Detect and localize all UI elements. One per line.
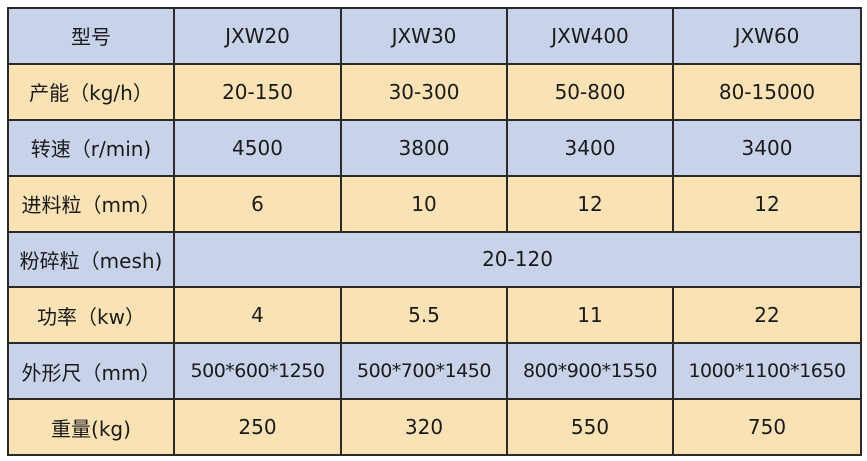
table-row-speed: 转速（r/min) 4500 3800 3400 3400: [7, 118, 862, 177]
cell: 750: [672, 398, 862, 456]
cell: 250: [173, 398, 342, 456]
cell: JXW60: [672, 7, 862, 65]
table-row-output-size: 粉碎粒（mesh) 20-120: [7, 230, 862, 289]
cell: 22: [672, 286, 862, 345]
cell: 4: [173, 286, 342, 345]
merged-cell: 20-120: [173, 230, 862, 289]
cell: 12: [672, 174, 862, 233]
row-label: 粉碎粒（mesh): [7, 230, 175, 289]
cell: 80-15000: [672, 62, 862, 121]
row-label: 转速（r/min): [7, 118, 175, 177]
table-row-model: 型号 JXW20 JXW30 JXW400 JXW60: [7, 7, 862, 65]
row-label: 外形尺（mm）: [7, 342, 175, 401]
cell: 3400: [672, 118, 862, 177]
table-row-power: 功率（kw） 4 5.5 11 22: [7, 286, 862, 345]
cell: 30-300: [340, 62, 508, 121]
cell: 500*600*1250: [173, 342, 342, 401]
cell: 3400: [506, 118, 674, 177]
row-label: 功率（kw）: [7, 286, 175, 345]
cell: 4500: [173, 118, 342, 177]
table-row-weight: 重量(kg) 250 320 550 750: [7, 398, 862, 456]
cell: 5.5: [340, 286, 508, 345]
cell: 50-800: [506, 62, 674, 121]
cell: 3800: [340, 118, 508, 177]
spec-table: 型号 JXW20 JXW30 JXW400 JXW60 产能（kg/h） 20-…: [7, 7, 862, 456]
cell: 12: [506, 174, 674, 233]
cell: 320: [340, 398, 508, 456]
cell: 550: [506, 398, 674, 456]
cell: JXW30: [340, 7, 508, 65]
cell: 20-150: [173, 62, 342, 121]
row-label: 重量(kg): [7, 398, 175, 456]
cell: 6: [173, 174, 342, 233]
row-label: 产能（kg/h）: [7, 62, 175, 121]
cell: 11: [506, 286, 674, 345]
table-row-capacity: 产能（kg/h） 20-150 30-300 50-800 80-15000: [7, 62, 862, 121]
cell: JXW400: [506, 7, 674, 65]
row-label: 型号: [7, 7, 175, 65]
cell: 800*900*1550: [506, 342, 674, 401]
table-row-dimensions: 外形尺（mm） 500*600*1250 500*700*1450 800*90…: [7, 342, 862, 401]
table-row-feed-size: 进料粒（mm） 6 10 12 12: [7, 174, 862, 233]
cell: 500*700*1450: [340, 342, 508, 401]
cell: 1000*1100*1650: [672, 342, 862, 401]
cell: JXW20: [173, 7, 342, 65]
cell: 10: [340, 174, 508, 233]
row-label: 进料粒（mm）: [7, 174, 175, 233]
